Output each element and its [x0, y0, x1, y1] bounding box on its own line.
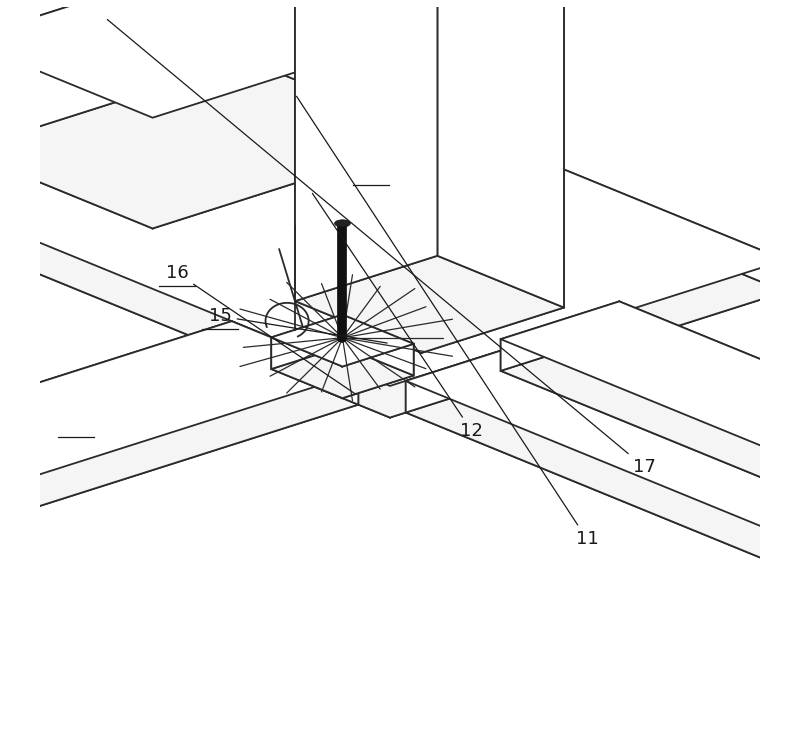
Polygon shape: [342, 314, 414, 375]
Text: 12: 12: [312, 194, 483, 441]
Polygon shape: [153, 27, 438, 229]
Polygon shape: [532, 341, 800, 579]
Text: 17: 17: [107, 20, 656, 476]
Polygon shape: [438, 0, 564, 308]
Polygon shape: [501, 301, 619, 371]
Polygon shape: [422, 0, 564, 353]
Polygon shape: [0, 84, 786, 418]
Polygon shape: [232, 321, 358, 405]
Polygon shape: [271, 337, 342, 398]
Polygon shape: [0, 353, 358, 531]
Polygon shape: [0, 60, 438, 229]
Text: 16: 16: [166, 264, 356, 394]
Polygon shape: [406, 341, 532, 413]
Text: 18a: 18a: [0, 732, 1, 733]
Text: 18b: 18b: [0, 732, 1, 733]
Polygon shape: [279, 53, 786, 292]
Polygon shape: [271, 314, 342, 369]
Polygon shape: [0, 373, 358, 531]
Ellipse shape: [334, 220, 350, 227]
Polygon shape: [0, 321, 358, 499]
Text: 13: 13: [0, 732, 1, 733]
Polygon shape: [295, 0, 422, 353]
Polygon shape: [0, 40, 153, 229]
Polygon shape: [406, 372, 800, 619]
Polygon shape: [271, 314, 414, 366]
Polygon shape: [406, 341, 800, 588]
Polygon shape: [342, 344, 414, 398]
Polygon shape: [295, 0, 438, 301]
Polygon shape: [271, 347, 414, 398]
Polygon shape: [390, 260, 786, 418]
Polygon shape: [0, 53, 279, 210]
Polygon shape: [619, 301, 800, 527]
Polygon shape: [406, 381, 800, 619]
Text: 15: 15: [209, 307, 387, 343]
Polygon shape: [501, 301, 800, 534]
Polygon shape: [0, 321, 232, 479]
Polygon shape: [0, 0, 438, 118]
Polygon shape: [501, 333, 800, 565]
Polygon shape: [0, 179, 390, 418]
Polygon shape: [0, 0, 247, 151]
Text: 11: 11: [297, 96, 598, 548]
Polygon shape: [0, 53, 786, 386]
Polygon shape: [501, 339, 800, 565]
Text: 14: 14: [0, 732, 1, 733]
Polygon shape: [295, 256, 564, 353]
Polygon shape: [247, 0, 438, 138]
